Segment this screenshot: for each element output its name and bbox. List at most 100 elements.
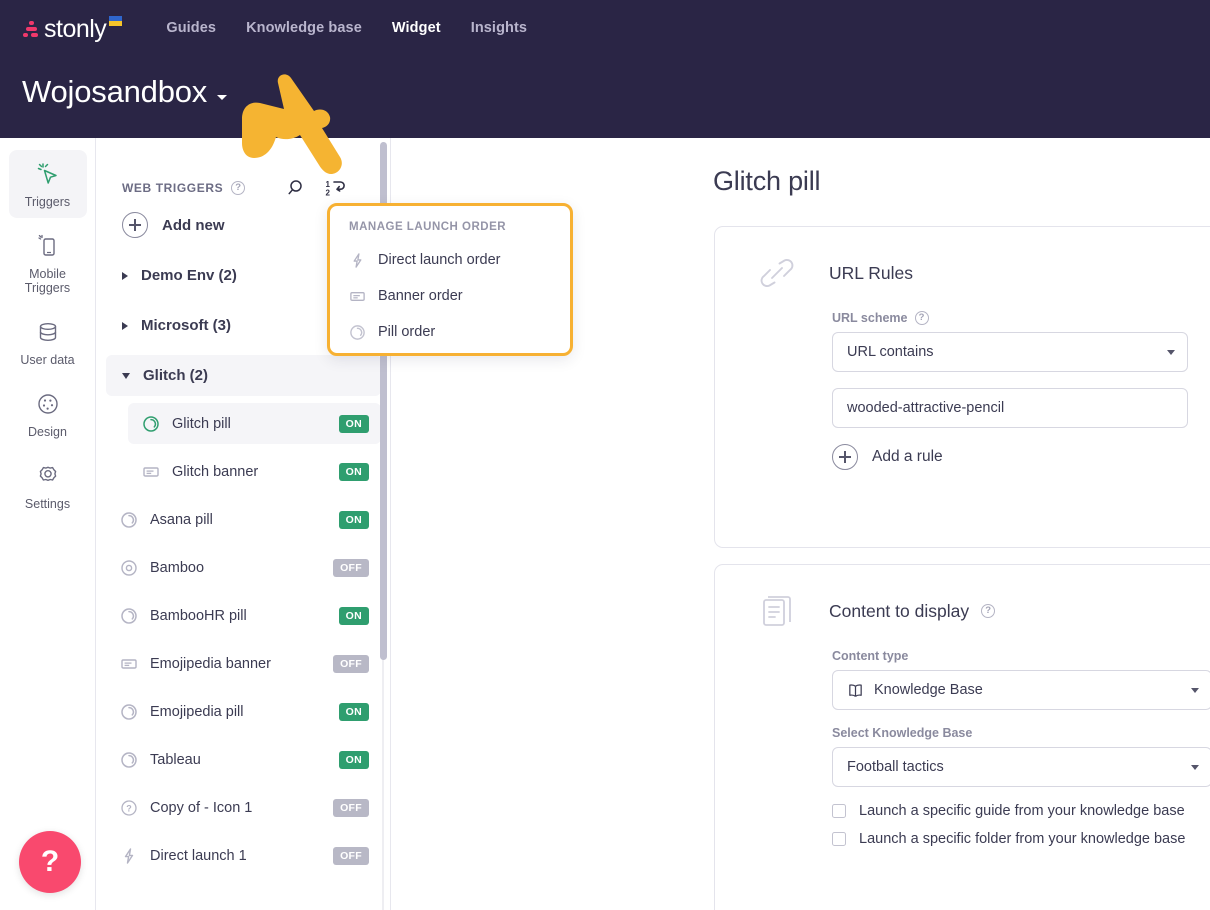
pill-icon [121, 751, 137, 768]
url-scheme-value: URL contains [847, 344, 934, 360]
status-badge: OFF [333, 798, 369, 817]
trigger-row-tableau[interactable]: Tableau ON [106, 739, 381, 780]
workspace-selector[interactable]: Wojosandbox [0, 74, 1210, 110]
launch-specific-guide-checkbox-row[interactable]: Launch a specific guide from your knowle… [832, 803, 1210, 819]
sidebar-item-label: Design [28, 425, 67, 439]
nav-link-widget[interactable]: Widget [391, 20, 441, 36]
trigger-detail-panel: Glitch pill URL Rules URL scheme ? [391, 138, 1210, 910]
nav-link-knowledge-base[interactable]: Knowledge base [246, 20, 362, 36]
content-to-display-card: Content to display ? Content type [714, 564, 1210, 910]
trigger-row-bamboohr-pill[interactable]: BambooHR pill ON [106, 595, 381, 636]
panel-divider [390, 138, 391, 910]
content-type-label: Content type [832, 649, 909, 663]
stonly-logo-icon [22, 19, 42, 41]
link-icon [760, 259, 794, 287]
pill-icon [350, 324, 365, 340]
list-scrollbar-thumb[interactable] [380, 142, 387, 660]
trigger-group-microsoft[interactable]: Microsoft (3) [106, 305, 381, 346]
trigger-group-glitch[interactable]: Glitch (2) [106, 355, 381, 396]
group-label: Glitch (2) [143, 367, 209, 384]
banner-icon [121, 658, 137, 669]
nav-links: Guides Knowledge base Widget Insights [166, 20, 527, 36]
question-circle-icon[interactable]: ? [981, 604, 996, 618]
status-badge: ON [338, 606, 369, 625]
help-question-icon[interactable]: ? [19, 831, 81, 893]
url-value-input[interactable]: wooded-attractive-pencil [832, 388, 1188, 428]
trigger-label: Emojipedia pill [150, 703, 244, 720]
trigger-label: Tableau [150, 751, 201, 768]
menu-item-label: Pill order [378, 324, 436, 340]
sidebar-item-label: Mobile Triggers [24, 267, 71, 295]
ukraine-flag-icon [109, 16, 123, 26]
add-a-rule-button[interactable]: Add a rule [832, 444, 1210, 470]
pill-icon [121, 607, 137, 624]
url-scheme-select[interactable]: URL contains [832, 332, 1188, 372]
question-circle-icon[interactable]: ? [914, 311, 929, 325]
trigger-label: BambooHR pill [150, 607, 247, 624]
url-value-text: wooded-attractive-pencil [847, 400, 1005, 416]
sidebar-item-user-data[interactable]: User data [9, 308, 87, 376]
sidebar-item-mobile-triggers[interactable]: Mobile Triggers [9, 222, 87, 304]
url-scheme-label: URL scheme ? [832, 311, 1210, 325]
nav-link-guides[interactable]: Guides [166, 20, 217, 36]
select-knowledge-base-label: Select Knowledge Base [832, 726, 973, 740]
menu-item-direct-launch-order[interactable]: Direct launch order [330, 242, 570, 278]
url-rules-card: URL Rules URL scheme ? URL contains wood… [714, 226, 1210, 548]
checkbox-label: Launch a specific folder from your knowl… [859, 831, 1186, 847]
launch-specific-folder-checkbox-row[interactable]: Launch a specific folder from your knowl… [832, 831, 1210, 847]
status-badge: ON [338, 414, 369, 433]
sidebar-item-triggers[interactable]: Triggers [8, 150, 87, 218]
trigger-row-copy-of-icon-1[interactable]: ? Copy of - Icon 1 OFF [106, 787, 381, 828]
card-title: URL Rules [829, 262, 913, 283]
status-badge: OFF [333, 654, 369, 673]
checkbox-icon[interactable] [832, 832, 846, 846]
checkbox-icon[interactable] [832, 804, 846, 818]
status-badge: OFF [333, 846, 369, 865]
palette-icon [37, 394, 58, 414]
nav-link-insights[interactable]: Insights [470, 20, 528, 36]
chevron-down-icon [1191, 764, 1199, 770]
sidebar-item-design[interactable]: Design [9, 380, 87, 448]
sidebar-item-label: User data [20, 353, 75, 367]
book-icon [849, 683, 862, 697]
status-badge: ON [338, 750, 369, 769]
trigger-row-direct-launch-1[interactable]: Direct launch 1 OFF [106, 835, 381, 876]
url-scheme-label-text: URL scheme [832, 311, 908, 325]
content-type-select[interactable]: Knowledge Base [832, 670, 1210, 710]
pointing-hand-cursor-icon [242, 74, 342, 174]
group-label: Demo Env (2) [141, 267, 237, 284]
pill-icon [121, 511, 137, 528]
trigger-row-glitch-pill[interactable]: Glitch pill ON [128, 403, 381, 444]
manage-launch-order-menu: MANAGE LAUNCH ORDER Direct launch order … [327, 203, 573, 356]
knowledge-base-value: Football tactics [847, 759, 944, 775]
stonly-logo[interactable]: stonly [22, 15, 123, 42]
trigger-row-emojipedia-banner[interactable]: Emojipedia banner OFF [106, 643, 381, 684]
gear-icon [39, 466, 56, 481]
trigger-row-asana-pill[interactable]: Asana pill ON [106, 499, 381, 540]
menu-item-pill-order[interactable]: Pill order [330, 314, 570, 350]
sidebar-item-settings[interactable]: Settings [9, 452, 87, 520]
add-new-trigger-button[interactable]: Add new [96, 198, 391, 246]
knowledge-base-select[interactable]: Football tactics [832, 747, 1210, 787]
pill-icon [143, 415, 159, 432]
search-icon[interactable] [287, 178, 307, 198]
chevron-right-icon [122, 321, 128, 330]
menu-title: MANAGE LAUNCH ORDER [349, 221, 507, 233]
status-badge: ON [338, 702, 369, 721]
primary-nav: stonly Guides Knowledge base Widget Insi… [0, 0, 1210, 56]
sidebar-item-label: Settings [24, 497, 71, 511]
trigger-label: Copy of - Icon 1 [150, 799, 253, 816]
database-icon [39, 322, 56, 342]
trigger-row-emojipedia-pill[interactable]: Emojipedia pill ON [106, 691, 381, 732]
trigger-group-demo-env[interactable]: Demo Env (2) [106, 255, 381, 296]
sort-order-icon[interactable]: 1 2 [325, 178, 345, 198]
question-circle-icon[interactable]: ? [231, 181, 246, 195]
trigger-row-glitch-banner[interactable]: Glitch banner ON [128, 451, 381, 492]
menu-item-banner-order[interactable]: Banner order [330, 278, 570, 314]
banner-icon [350, 291, 365, 301]
content-to-display-header: Content to display ? [715, 565, 1210, 631]
question-circle-icon: ? [121, 799, 137, 816]
chevron-down-icon [1191, 687, 1199, 693]
trigger-row-bamboo[interactable]: Bamboo OFF [106, 547, 381, 588]
